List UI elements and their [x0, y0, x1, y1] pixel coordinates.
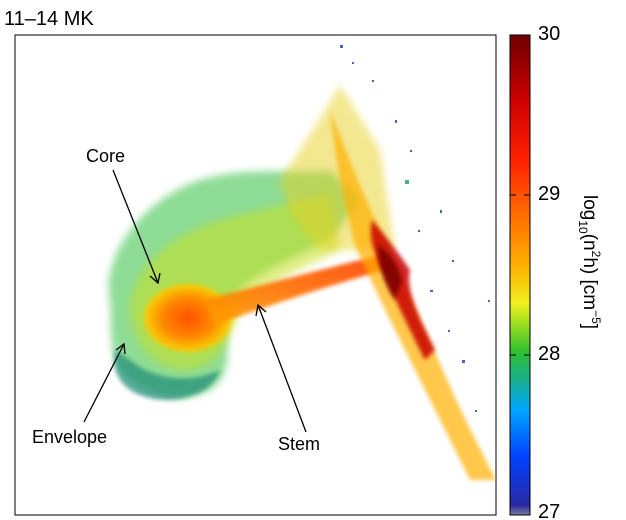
colorbar-tick-28: 28: [538, 343, 560, 365]
colorbar-label: log10(n2h) [cm−5]: [576, 195, 603, 329]
label-envelope: Envelope: [32, 427, 107, 447]
annotation-core: Core: [86, 146, 161, 285]
colorbar-label-log: log: [579, 195, 600, 220]
emission-image: [108, 45, 496, 480]
label-stem: Stem: [278, 434, 320, 454]
colorbar-label-close: ]: [579, 324, 600, 329]
colorbar-label-base: 10: [576, 220, 590, 234]
colorbar-tick-29: 29: [538, 183, 560, 205]
colorbar-ticks: [510, 194, 530, 356]
colorbar-tick-30: 30: [538, 23, 560, 45]
arrow-stem-line: [257, 304, 307, 433]
colorbar-label-mid: h) [cm: [579, 257, 600, 310]
off-limb-noise: [340, 45, 490, 412]
arrow-envelope-head: [115, 342, 126, 355]
annotation-envelope: Envelope: [32, 342, 126, 447]
arrow-core-head: [149, 272, 161, 285]
colorbar-label-open: (n: [579, 234, 600, 251]
limb-dark-core: [378, 245, 402, 300]
colorbar-label-exp: −5: [589, 310, 603, 324]
colorbar-gradient: [509, 34, 531, 516]
annotation-stem: Stem: [255, 303, 320, 454]
colorbar-tick-27: 27: [538, 501, 560, 520]
stem-band: [205, 255, 392, 325]
label-core: Core: [86, 146, 125, 166]
plot-title: 11–14 MK: [4, 8, 94, 30]
arrow-envelope-line: [83, 343, 125, 423]
arrow-stem-head: [255, 303, 267, 317]
arrow-core-line: [112, 169, 159, 284]
colorbar-label-sq: 2: [589, 251, 603, 258]
colorbar: 30 29 28 27 log10(n2h) [cm−5]: [509, 23, 603, 520]
envelope-lower: [114, 350, 220, 400]
